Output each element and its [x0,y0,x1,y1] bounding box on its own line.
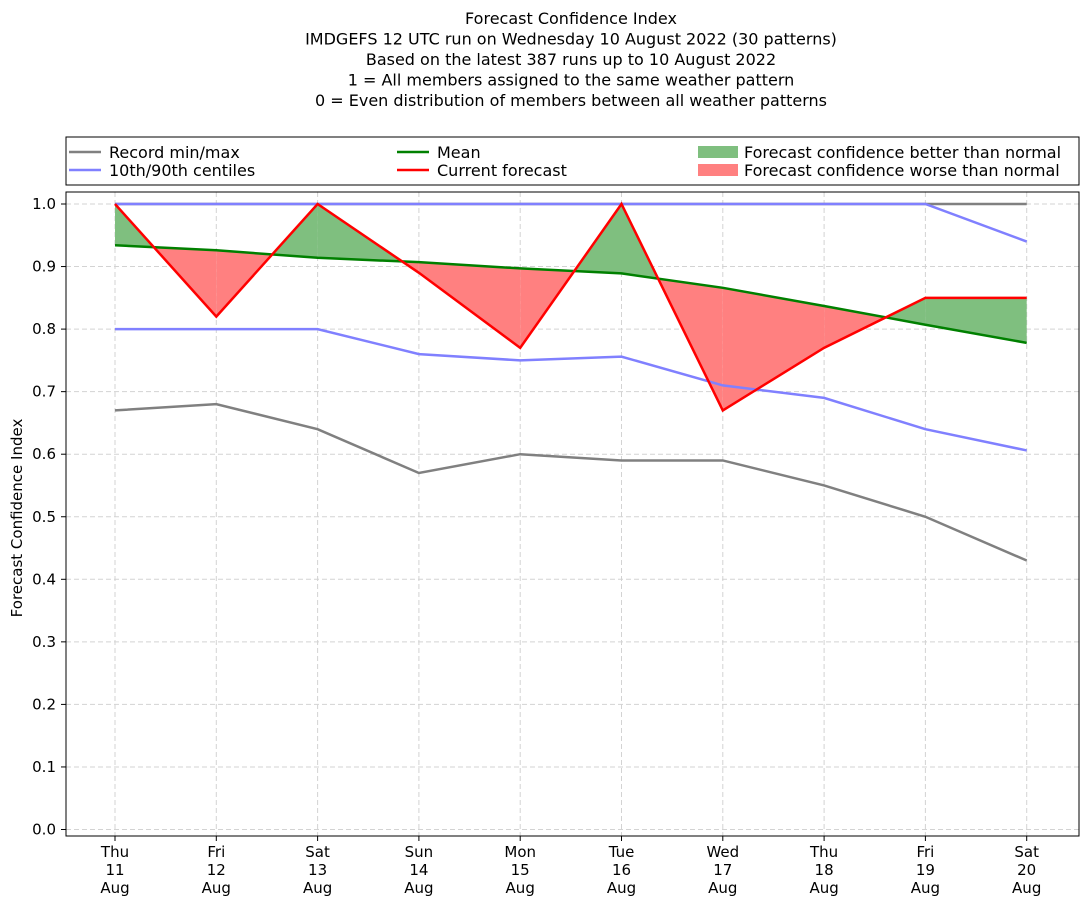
title-line-4: 1 = All members assigned to the same wea… [348,71,795,90]
legend-label-record-min-max: Record min/max [109,143,240,162]
x-tick-label: Aug [1012,879,1041,897]
legend: Record min/max Mean Forecast confidence be… [65,136,1080,186]
x-axis: Thu11AugFri12AugSat13AugSun14AugMon15Aug… [100,836,1041,897]
y-tick-label: 0.5 [32,508,56,526]
x-tick-label: Tue [608,843,635,861]
x-tick-label: 11 [105,861,124,879]
x-tick-label: Aug [404,879,433,897]
legend-label-current-forecast: Current forecast [437,161,567,180]
x-tick-label: 15 [511,861,530,879]
y-tick-label: 0.6 [32,445,56,463]
legend-label-10th-90th-centiles: 10th/90th centiles [109,161,255,180]
y-tick-label: 1.0 [32,195,56,213]
y-tick-label: 0.7 [32,383,56,401]
title-line-3: Based on the latest 387 runs up to 10 Au… [366,50,776,69]
x-tick-label: Aug [202,879,231,897]
y-axis-label: Forecast Confidence Index [8,419,26,618]
x-tick-label: Fri [207,843,225,861]
worse-than-normal-fill [824,305,886,348]
y-tick-label: 0.0 [32,821,56,839]
title-line-2: IMDGEFS 12 UTC run on Wednesday 10 Augus… [305,30,837,49]
x-tick-label: 12 [207,861,226,879]
x-tick-label: Sun [405,843,434,861]
y-tick-label: 0.3 [32,633,56,651]
x-tick-label: Aug [911,879,940,897]
legend-label-forecast-confidence-worse-than-normal: Forecast confidence worse than normal [744,161,1060,180]
x-tick-label: Aug [100,879,129,897]
legend-swatch-forecast-confidence-worse-than-normal [698,164,738,176]
y-tick-label: 0.9 [32,258,56,276]
centile-10th-line [115,327,1027,452]
x-tick-label: 17 [713,861,732,879]
x-tick-label: Thu [809,843,838,861]
worse-than-normal-fill [418,262,521,348]
x-tick-label: Aug [506,879,535,897]
y-axis: 0.0 0.1 0.2 0.3 0.4 0.5 0.6 0.7 0.8 0.9 1.0 [32,195,66,839]
mean-line [114,244,1027,345]
x-tick-label: Aug [607,879,636,897]
legend-swatch-forecast-confidence-better-than-normal [698,146,738,158]
current-forecast-line [114,201,1027,413]
y-tick-label: 0.2 [32,695,56,713]
y-tick-label: 0.8 [32,320,56,338]
x-tick-label: Wed [706,843,739,861]
legend-frame [65,136,1080,186]
x-tick-label: Sat [1014,843,1039,861]
x-tick-label: Aug [303,879,332,897]
legend-label-mean: Mean [437,143,481,162]
x-tick-label: 18 [815,861,834,879]
series-lines [114,201,1028,562]
title-line-5: 0 = Even distribution of members between… [315,91,827,110]
x-tick-label: Sat [305,843,330,861]
x-tick-label: 14 [409,861,428,879]
x-tick-label: Mon [504,843,536,861]
x-tick-label: Fri [916,843,934,861]
worse-than-normal-fill [722,287,825,411]
x-tick-label: Thu [100,843,129,861]
y-tick-label: 0.1 [32,758,56,776]
centile-90th-line [115,202,1028,243]
y-tick-label: 0.4 [32,570,56,588]
better-than-normal-fill [925,297,1027,343]
chart-title: Forecast Confidence Index IMDGEFS 12 UTC … [305,9,837,110]
x-tick-label: 19 [916,861,935,879]
x-tick-label: 16 [612,861,631,879]
x-tick-label: 13 [308,861,327,879]
x-tick-label: Aug [809,879,838,897]
x-tick-label: Aug [708,879,737,897]
plot-frame [65,191,1080,837]
title-line-1: Forecast Confidence Index [465,9,677,28]
record-min-line [114,402,1028,562]
legend-label-forecast-confidence-better-than-normal: Forecast confidence better than normal [744,143,1061,162]
confidence-fills [115,204,1027,411]
x-tick-label: 20 [1017,861,1036,879]
